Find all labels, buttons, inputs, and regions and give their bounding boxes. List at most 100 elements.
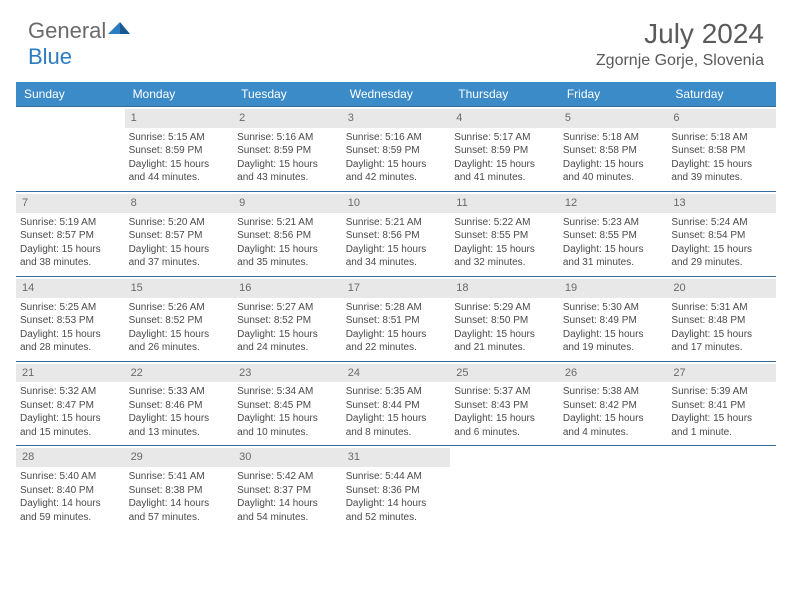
sunset-text: Sunset: 8:55 PM <box>563 229 664 243</box>
calendar-week: 7Sunrise: 5:19 AMSunset: 8:57 PMDaylight… <box>16 191 776 276</box>
sunset-text: Sunset: 8:57 PM <box>129 229 230 243</box>
daylight-text: and 44 minutes. <box>129 171 230 185</box>
sunrise-text: Sunrise: 5:17 AM <box>454 131 555 145</box>
day-number: 16 <box>233 279 342 298</box>
logo-text-general: General <box>28 18 106 44</box>
weekday-header: Saturday <box>667 82 776 106</box>
logo: General <box>28 18 130 44</box>
day-number <box>450 448 559 467</box>
daylight-text: Daylight: 15 hours <box>20 328 121 342</box>
daylight-text: and 35 minutes. <box>237 256 338 270</box>
calendar-cell: 26Sunrise: 5:38 AMSunset: 8:42 PMDayligh… <box>559 362 668 446</box>
daylight-text: Daylight: 15 hours <box>454 328 555 342</box>
daylight-text: and 24 minutes. <box>237 341 338 355</box>
calendar-cell: 12Sunrise: 5:23 AMSunset: 8:55 PMDayligh… <box>559 192 668 276</box>
sunset-text: Sunset: 8:36 PM <box>346 484 447 498</box>
daylight-text: Daylight: 14 hours <box>237 497 338 511</box>
weekday-header: Thursday <box>450 82 559 106</box>
daylight-text: and 54 minutes. <box>237 511 338 525</box>
daylight-text: Daylight: 15 hours <box>671 412 772 426</box>
sunset-text: Sunset: 8:53 PM <box>20 314 121 328</box>
sunset-text: Sunset: 8:42 PM <box>563 399 664 413</box>
calendar-cell: 8Sunrise: 5:20 AMSunset: 8:57 PMDaylight… <box>125 192 234 276</box>
calendar-cell: 31Sunrise: 5:44 AMSunset: 8:36 PMDayligh… <box>342 446 451 530</box>
day-number <box>559 448 668 467</box>
day-number: 17 <box>342 279 451 298</box>
calendar-cell: 21Sunrise: 5:32 AMSunset: 8:47 PMDayligh… <box>16 362 125 446</box>
sunset-text: Sunset: 8:40 PM <box>20 484 121 498</box>
calendar-week: 21Sunrise: 5:32 AMSunset: 8:47 PMDayligh… <box>16 361 776 446</box>
daylight-text: and 26 minutes. <box>129 341 230 355</box>
daylight-text: and 39 minutes. <box>671 171 772 185</box>
daylight-text: Daylight: 15 hours <box>563 243 664 257</box>
calendar-cell: 5Sunrise: 5:18 AMSunset: 8:58 PMDaylight… <box>559 107 668 191</box>
daylight-text: and 22 minutes. <box>346 341 447 355</box>
day-number: 13 <box>667 194 776 213</box>
daylight-text: Daylight: 15 hours <box>346 158 447 172</box>
calendar-cell: 28Sunrise: 5:40 AMSunset: 8:40 PMDayligh… <box>16 446 125 530</box>
day-number: 3 <box>342 109 451 128</box>
sunset-text: Sunset: 8:47 PM <box>20 399 121 413</box>
daylight-text: and 8 minutes. <box>346 426 447 440</box>
day-number: 5 <box>559 109 668 128</box>
sunrise-text: Sunrise: 5:33 AM <box>129 385 230 399</box>
sunrise-text: Sunrise: 5:22 AM <box>454 216 555 230</box>
daylight-text: Daylight: 15 hours <box>129 328 230 342</box>
daylight-text: and 15 minutes. <box>20 426 121 440</box>
sunrise-text: Sunrise: 5:20 AM <box>129 216 230 230</box>
daylight-text: Daylight: 15 hours <box>20 412 121 426</box>
calendar-week: 1Sunrise: 5:15 AMSunset: 8:59 PMDaylight… <box>16 106 776 191</box>
daylight-text: Daylight: 14 hours <box>129 497 230 511</box>
weekday-header: Monday <box>125 82 234 106</box>
sunrise-text: Sunrise: 5:21 AM <box>346 216 447 230</box>
daylight-text: Daylight: 15 hours <box>671 328 772 342</box>
sunrise-text: Sunrise: 5:26 AM <box>129 301 230 315</box>
sunrise-text: Sunrise: 5:24 AM <box>671 216 772 230</box>
day-number: 20 <box>667 279 776 298</box>
daylight-text: Daylight: 15 hours <box>671 243 772 257</box>
day-number: 10 <box>342 194 451 213</box>
daylight-text: and 38 minutes. <box>20 256 121 270</box>
daylight-text: and 31 minutes. <box>563 256 664 270</box>
daylight-text: and 34 minutes. <box>346 256 447 270</box>
daylight-text: and 32 minutes. <box>454 256 555 270</box>
daylight-text: Daylight: 15 hours <box>237 328 338 342</box>
sunrise-text: Sunrise: 5:44 AM <box>346 470 447 484</box>
sunset-text: Sunset: 8:49 PM <box>563 314 664 328</box>
daylight-text: and 1 minute. <box>671 426 772 440</box>
calendar-cell: 14Sunrise: 5:25 AMSunset: 8:53 PMDayligh… <box>16 277 125 361</box>
sunset-text: Sunset: 8:44 PM <box>346 399 447 413</box>
weeks-container: 1Sunrise: 5:15 AMSunset: 8:59 PMDaylight… <box>16 106 776 530</box>
sunrise-text: Sunrise: 5:32 AM <box>20 385 121 399</box>
sunrise-text: Sunrise: 5:18 AM <box>563 131 664 145</box>
daylight-text: and 41 minutes. <box>454 171 555 185</box>
daylight-text: and 59 minutes. <box>20 511 121 525</box>
daylight-text: Daylight: 15 hours <box>563 412 664 426</box>
calendar-cell: 23Sunrise: 5:34 AMSunset: 8:45 PMDayligh… <box>233 362 342 446</box>
calendar-cell: 7Sunrise: 5:19 AMSunset: 8:57 PMDaylight… <box>16 192 125 276</box>
day-number: 8 <box>125 194 234 213</box>
sunrise-text: Sunrise: 5:18 AM <box>671 131 772 145</box>
sunset-text: Sunset: 8:58 PM <box>563 144 664 158</box>
daylight-text: and 4 minutes. <box>563 426 664 440</box>
calendar-cell: 1Sunrise: 5:15 AMSunset: 8:59 PMDaylight… <box>125 107 234 191</box>
daylight-text: and 6 minutes. <box>454 426 555 440</box>
day-number: 23 <box>233 364 342 383</box>
sunset-text: Sunset: 8:41 PM <box>671 399 772 413</box>
calendar-cell: 2Sunrise: 5:16 AMSunset: 8:59 PMDaylight… <box>233 107 342 191</box>
sunset-text: Sunset: 8:58 PM <box>671 144 772 158</box>
daylight-text: Daylight: 15 hours <box>671 158 772 172</box>
daylight-text: Daylight: 15 hours <box>129 412 230 426</box>
calendar-cell: 16Sunrise: 5:27 AMSunset: 8:52 PMDayligh… <box>233 277 342 361</box>
calendar-cell: 20Sunrise: 5:31 AMSunset: 8:48 PMDayligh… <box>667 277 776 361</box>
calendar-cell <box>450 446 559 530</box>
sunset-text: Sunset: 8:59 PM <box>454 144 555 158</box>
sunrise-text: Sunrise: 5:30 AM <box>563 301 664 315</box>
daylight-text: and 57 minutes. <box>129 511 230 525</box>
day-number: 28 <box>16 448 125 467</box>
sunset-text: Sunset: 8:54 PM <box>671 229 772 243</box>
calendar-week: 28Sunrise: 5:40 AMSunset: 8:40 PMDayligh… <box>16 445 776 530</box>
month-title: July 2024 <box>596 18 764 50</box>
day-number: 12 <box>559 194 668 213</box>
logo-triangle-icon <box>108 20 130 34</box>
